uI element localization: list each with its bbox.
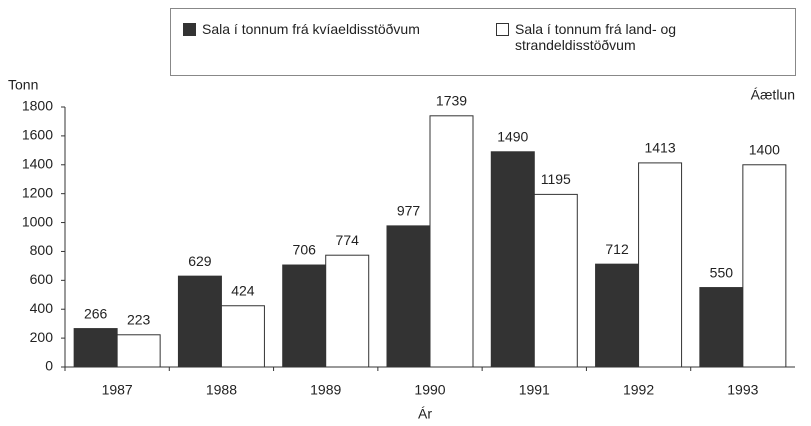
legend-swatch <box>183 23 196 36</box>
legend-swatch <box>496 23 509 36</box>
data-label: 1739 <box>436 93 467 109</box>
data-label: 424 <box>231 282 255 298</box>
bar <box>490 151 535 368</box>
x-tick-label: 1990 <box>414 382 445 398</box>
data-label: 977 <box>397 203 421 219</box>
y-tick-label: 400 <box>30 300 54 316</box>
legend-label: Sala í tonnum frá land- og strandeldisst… <box>515 21 677 53</box>
y-tick-label: 1800 <box>22 98 53 114</box>
legend: Sala í tonnum frá kvíaeldisstöðvum Sala … <box>170 8 796 76</box>
data-label: 266 <box>84 305 108 321</box>
data-label: 550 <box>710 264 734 280</box>
bar <box>177 275 222 368</box>
annotation: Áætlun <box>751 87 795 103</box>
y-tick-label: 1200 <box>22 184 53 200</box>
bar <box>595 263 640 368</box>
legend-item: Sala í tonnum frá land- og strandeldisst… <box>496 21 746 53</box>
x-tick-label: 1989 <box>310 382 341 398</box>
bar <box>282 264 327 368</box>
bar <box>533 193 578 368</box>
y-tick-label: 600 <box>30 271 54 287</box>
bar <box>116 334 161 368</box>
x-tick-label: 1992 <box>623 382 654 398</box>
bar <box>429 115 474 368</box>
y-tick-label: 1600 <box>22 127 53 143</box>
legend-item: Sala í tonnum frá kvíaeldisstöðvum <box>183 21 483 37</box>
y-axis-title: Tonn <box>8 77 38 93</box>
data-label: 1413 <box>644 140 675 156</box>
data-label: 706 <box>293 242 317 258</box>
data-label: 629 <box>188 253 212 269</box>
x-tick-label: 1991 <box>519 382 550 398</box>
y-tick-label: 1000 <box>22 213 53 229</box>
data-label: 1490 <box>497 128 528 144</box>
bar <box>73 328 118 368</box>
bar <box>386 225 431 368</box>
data-label: 712 <box>605 241 629 257</box>
bar <box>325 254 370 368</box>
y-tick-label: 1400 <box>22 155 53 171</box>
data-label: 1400 <box>749 141 780 157</box>
x-tick-label: 1987 <box>102 382 133 398</box>
bar <box>742 164 787 368</box>
bar <box>638 162 683 368</box>
bar <box>699 287 744 368</box>
data-label: 223 <box>127 311 151 327</box>
y-tick-label: 0 <box>45 358 53 374</box>
y-tick-label: 200 <box>30 329 54 345</box>
x-axis-title: Ár <box>418 406 432 422</box>
bar <box>220 305 265 368</box>
legend-label: Sala í tonnum frá kvíaeldisstöðvum <box>202 21 420 37</box>
data-label: 774 <box>336 232 360 248</box>
y-tick-label: 800 <box>30 242 54 258</box>
x-tick-label: 1993 <box>727 382 758 398</box>
data-label: 1195 <box>541 171 571 187</box>
x-tick-label: 1988 <box>206 382 237 398</box>
